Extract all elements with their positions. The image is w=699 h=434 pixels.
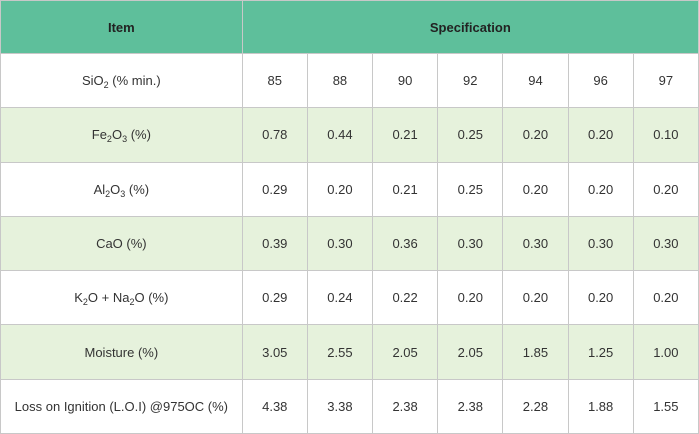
spec-value: 0.20 [632,161,699,217]
spec-value: 3.05 [241,324,308,380]
spec-value: 0.20 [306,161,374,217]
spec-value: 0.20 [567,270,634,326]
label-subscript: 2 [129,297,135,308]
header-row: Item Specification [0,0,699,54]
spec-value: 3.38 [306,378,374,434]
spec-value: 0.20 [632,270,699,326]
spec-value: 0.21 [372,161,439,217]
spec-value: 1.85 [502,324,569,380]
row-label: CaO (%) [0,215,243,272]
table-row: K2O + Na2O (%) 0.29 0.24 0.22 0.20 0.20 0.20 0.… [0,270,699,326]
spec-value: 0.25 [437,107,504,163]
spec-value: 1.25 [567,324,634,380]
label-text: O [110,181,121,197]
label-subscript: 2 [105,188,111,199]
label-text: (%) [127,127,151,143]
row-label: K2O + Na2O (%) [0,270,243,326]
spec-value: 4.38 [241,378,308,434]
label-subscript: 3 [122,134,128,145]
spec-value: 0.30 [306,215,374,272]
label-subscript: 3 [120,188,126,199]
item-header: Item [0,0,243,54]
spec-value: 1.00 [632,324,699,380]
label-text: O [111,127,123,143]
table-row: SiO2 (% min.) 85 88 90 92 94 96 97 [0,52,699,109]
label-text: Loss on Ignition (L.O.I) @975OC (%) [14,398,229,414]
row-label: Fe2O3 (%) [0,107,243,163]
spec-value: 1.55 [632,378,699,434]
spec-value: 0.36 [372,215,439,272]
label-subscript: 2 [103,80,109,91]
row-label: Loss on Ignition (L.O.I) @975OC (%) [0,378,243,434]
table-row: Moisture (%) 3.05 2.55 2.05 2.05 1.85 1.25 1.00 [0,324,699,380]
label-text: (%) [125,181,150,197]
spec-value: 0.25 [437,161,504,217]
spec-value: 0.22 [372,270,439,326]
spec-value: 0.20 [437,270,504,326]
spec-value: 0.20 [502,107,569,163]
label-text: CaO (%) [96,235,147,251]
spec-value: 0.30 [567,215,634,272]
label-text: Moisture (%) [84,344,159,360]
label-subscript: 2 [106,134,112,145]
table-row: CaO (%) 0.39 0.30 0.36 0.30 0.30 0.30 0.30 [0,215,699,272]
spec-value: 0.10 [632,107,699,163]
label-text: (% min.) [108,73,161,89]
spec-value: 2.38 [437,378,504,434]
spec-value: 2.05 [437,324,504,380]
table-row: Loss on Ignition (L.O.I) @975OC (%) 4.38 3… [0,378,699,434]
row-label: Al2O3 (%) [0,161,243,217]
label-subscript: 2 [82,297,88,308]
spec-value: 2.55 [306,324,374,380]
spec-value: 97 [632,52,699,109]
spec-value: 2.38 [372,378,439,434]
spec-value: 0.20 [502,161,569,217]
spec-value: 0.20 [567,107,634,163]
spec-value: 1.88 [567,378,634,434]
table-row: Fe2O3 (%) 0.78 0.44 0.21 0.25 0.20 0.20 0.10 [0,107,699,163]
specification-header: Specification [241,0,699,54]
spec-value: 2.05 [372,324,439,380]
row-label: Moisture (%) [0,324,243,380]
spec-value: 0.29 [241,270,308,326]
table-body: SiO2 (% min.) 85 88 90 92 94 96 97 Fe2O3 (%) 0.78… [0,52,699,434]
spec-value: 88 [306,52,374,109]
spec-value: 0.20 [567,161,634,217]
label-text: SiO [82,73,104,89]
label-text: K [74,290,83,306]
label-text: O (%) [134,290,169,306]
row-label: SiO2 (% min.) [0,52,243,109]
spec-value: 0.21 [372,107,439,163]
spec-value: 0.20 [502,270,569,326]
spec-value: 0.29 [241,161,308,217]
label-text: Fe [91,127,107,143]
spec-value: 0.78 [241,107,308,163]
spec-value: 94 [502,52,569,109]
label-text: O + Na [87,290,130,306]
table-row: Al2O3 (%) 0.29 0.20 0.21 0.25 0.20 0.20 0.20 [0,161,699,217]
spec-value: 2.28 [502,378,569,434]
spec-value: 0.30 [502,215,569,272]
spec-value: 90 [372,52,439,109]
spec-value: 0.30 [437,215,504,272]
spec-value: 85 [241,52,308,109]
spec-value: 0.30 [632,215,699,272]
spec-value: 92 [437,52,504,109]
spec-value: 0.24 [306,270,374,326]
spec-value: 0.39 [241,215,308,272]
spec-value: 96 [567,52,634,109]
spec-value: 0.44 [306,107,374,163]
label-text: Al [93,181,106,197]
